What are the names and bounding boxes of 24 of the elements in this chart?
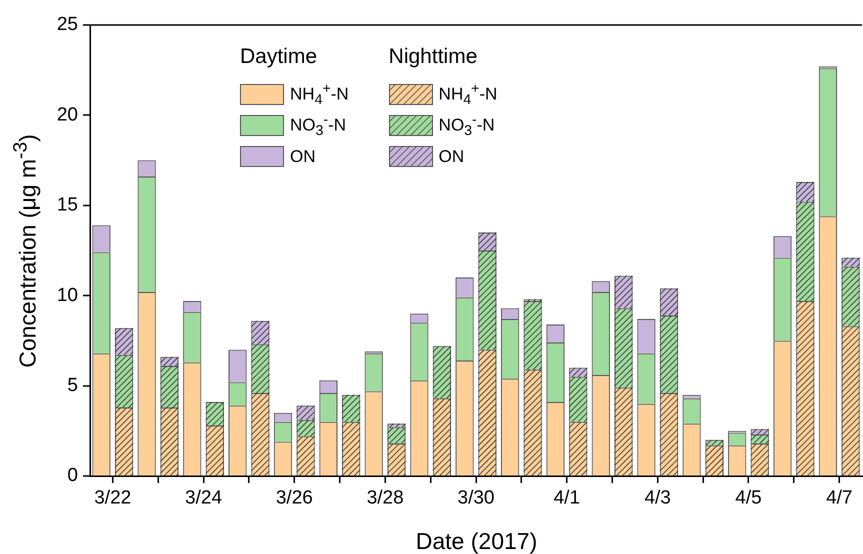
x-tick-label: 4/1 bbox=[554, 488, 580, 509]
y-tick-label: 10 bbox=[56, 284, 78, 306]
y-tick-label: 15 bbox=[56, 194, 78, 216]
x-tick-label: 3/24 bbox=[185, 488, 222, 509]
legend-label: ON bbox=[438, 146, 464, 166]
x-tick-label: 3/26 bbox=[276, 488, 313, 509]
y-tick-label: 5 bbox=[67, 375, 78, 396]
y-tick-label: 20 bbox=[56, 104, 78, 126]
x-tick-label: 4/5 bbox=[735, 488, 762, 509]
legend-label: NO$_{3}$$^{-}$-N bbox=[438, 112, 495, 140]
y-tick-label: 0 bbox=[67, 465, 78, 486]
x-axis-title: Date (2017) bbox=[416, 528, 538, 554]
legend-label: NH$_{4}$$^{+}$-N bbox=[290, 80, 349, 108]
legend-label: NH$_{4}$$^{+}$-N bbox=[438, 80, 498, 108]
text: Daytime bbox=[240, 45, 318, 68]
x-tick-label: 4/7 bbox=[826, 488, 853, 509]
x-tick-label: 4/3 bbox=[644, 488, 671, 509]
legend-label: NO$_{3}$$^{-}$-N bbox=[290, 112, 346, 140]
x-tick-label: 3/22 bbox=[94, 488, 132, 509]
text: Nighttime bbox=[388, 45, 478, 68]
x-tick-label: 3/28 bbox=[366, 488, 404, 509]
legend-label: ON bbox=[290, 146, 316, 166]
x-tick-label: 3/30 bbox=[458, 488, 494, 509]
y-tick-label: 25 bbox=[56, 14, 78, 36]
